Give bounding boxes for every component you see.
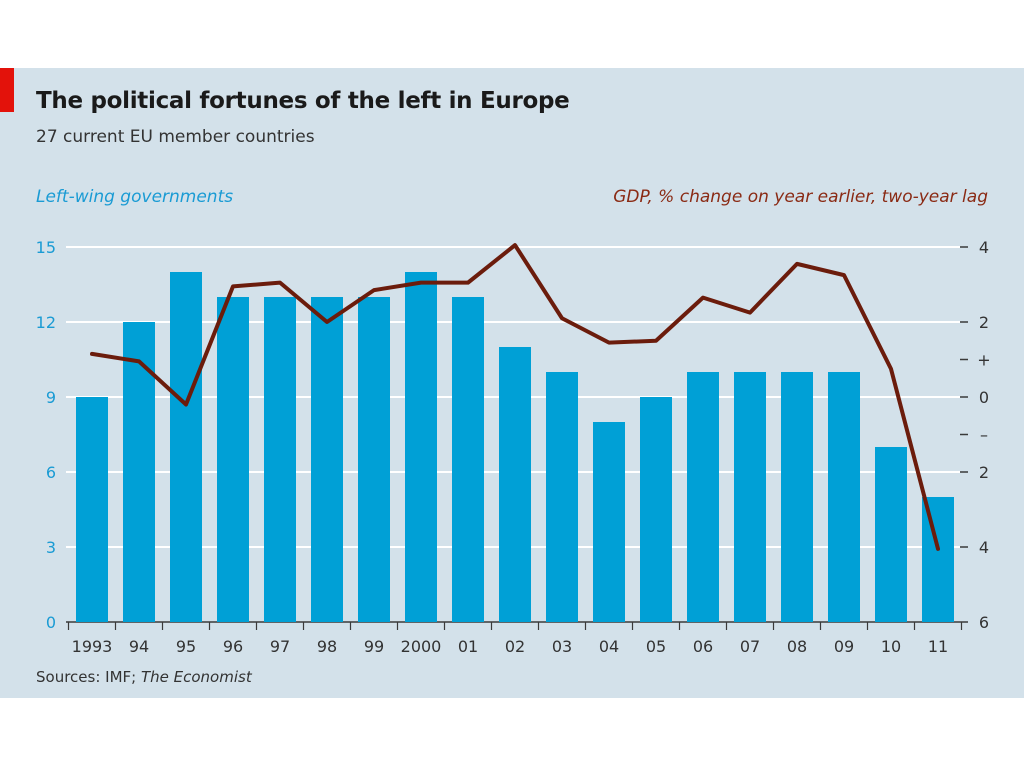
left-axis-ticks: 0 3 6 9 12 15 bbox=[36, 238, 56, 632]
bar-95 bbox=[170, 272, 202, 622]
right-axis-title: GDP, % change on year earlier, two-year … bbox=[613, 187, 988, 207]
left-tick-label: 15 bbox=[36, 238, 56, 257]
x-tick-label: 04 bbox=[599, 637, 619, 656]
x-tick-label: 01 bbox=[458, 637, 478, 656]
gdp-point-11 bbox=[937, 548, 939, 550]
gdp-point-2000 bbox=[420, 282, 422, 284]
left-tick-label: 0 bbox=[46, 613, 56, 632]
gdp-point-99 bbox=[373, 289, 375, 291]
source-note: Sources: IMF; The Economist bbox=[36, 668, 252, 686]
gdp-point-03 bbox=[561, 317, 563, 319]
x-tick-label: 05 bbox=[646, 637, 666, 656]
gdp-point-02 bbox=[514, 244, 516, 246]
left-tick-label: 6 bbox=[46, 463, 56, 482]
chart-title: The political fortunes of the left in Eu… bbox=[36, 88, 570, 114]
right-tick-label: 6 bbox=[979, 613, 989, 632]
bar-06 bbox=[687, 372, 719, 622]
x-tick-label: 07 bbox=[740, 637, 760, 656]
right-axis-ticks: 4 2 +0 – 2 4 6 bbox=[960, 238, 991, 632]
bar-98 bbox=[311, 297, 343, 622]
left-tick-label: 12 bbox=[36, 313, 56, 332]
bar-99 bbox=[358, 297, 390, 622]
x-tick-label: 98 bbox=[317, 637, 337, 656]
bar-03 bbox=[546, 372, 578, 622]
source-prefix: Sources: IMF; bbox=[36, 668, 141, 686]
bar-97 bbox=[264, 297, 296, 622]
bar-04 bbox=[593, 422, 625, 622]
gdp-point-97 bbox=[279, 282, 281, 284]
bar-11 bbox=[922, 497, 954, 622]
gdp-point-10 bbox=[890, 368, 892, 370]
gdp-point-95 bbox=[185, 404, 187, 405]
line-series bbox=[90, 243, 940, 551]
gdp-point-94 bbox=[138, 360, 140, 362]
right-tick-label: 4 bbox=[979, 238, 989, 257]
bar-05 bbox=[640, 397, 672, 622]
x-tick-label: 10 bbox=[881, 637, 901, 656]
right-tick-label: 4 bbox=[979, 538, 989, 557]
x-tick-label: 1993 bbox=[72, 637, 113, 656]
bar-94 bbox=[123, 322, 155, 622]
x-tick-label: 97 bbox=[270, 637, 290, 656]
gdp-point-09 bbox=[843, 274, 845, 276]
x-tick-label: 2000 bbox=[401, 637, 442, 656]
right-tick-label: + bbox=[977, 351, 990, 370]
gdp-point-04 bbox=[608, 342, 610, 344]
gdp-point-1993 bbox=[91, 353, 93, 355]
gdp-point-98 bbox=[326, 321, 328, 323]
x-tick-label: 96 bbox=[223, 637, 243, 656]
gdp-point-96 bbox=[232, 285, 234, 287]
left-tick-label: 3 bbox=[46, 538, 56, 557]
bar-08 bbox=[781, 372, 813, 622]
x-tick-label: 95 bbox=[176, 637, 196, 656]
x-tick-label: 03 bbox=[552, 637, 572, 656]
x-axis-ticks: 1993 94 95 96 97 98 99 2000 01 02 03 04 05 06 07 08 09 10… bbox=[67, 622, 963, 656]
bar-07 bbox=[734, 372, 766, 622]
bar-series bbox=[76, 272, 954, 622]
x-tick-label: 11 bbox=[928, 637, 948, 656]
bar-2000 bbox=[405, 272, 437, 622]
bar-10 bbox=[875, 447, 907, 622]
left-tick-label: 9 bbox=[46, 388, 56, 407]
bar-02 bbox=[499, 347, 531, 622]
bar-09 bbox=[828, 372, 860, 622]
bar-1993 bbox=[76, 397, 108, 622]
accent-bar bbox=[0, 68, 14, 112]
right-tick-label: 0 bbox=[979, 388, 989, 407]
bar-96 bbox=[217, 297, 249, 622]
chart-subtitle: 27 current EU member countries bbox=[36, 127, 315, 147]
gdp-point-06 bbox=[702, 297, 704, 299]
x-tick-label: 94 bbox=[129, 637, 149, 656]
left-axis-title: Left-wing governments bbox=[36, 187, 234, 207]
gdp-point-01 bbox=[467, 282, 469, 284]
right-tick-label: 2 bbox=[979, 463, 989, 482]
gdp-point-05 bbox=[655, 340, 657, 342]
x-tick-label: 02 bbox=[505, 637, 525, 656]
gdp-point-07 bbox=[749, 312, 751, 314]
x-tick-label: 09 bbox=[834, 637, 854, 656]
gdp-point-08 bbox=[796, 263, 798, 265]
right-tick-label: – bbox=[980, 426, 988, 445]
x-tick-label: 08 bbox=[787, 637, 807, 656]
right-tick-label: 2 bbox=[979, 313, 989, 332]
x-tick-label: 06 bbox=[693, 637, 713, 656]
bar-01 bbox=[452, 297, 484, 622]
source-emphasis: The Economist bbox=[140, 668, 252, 686]
x-tick-label: 99 bbox=[364, 637, 384, 656]
